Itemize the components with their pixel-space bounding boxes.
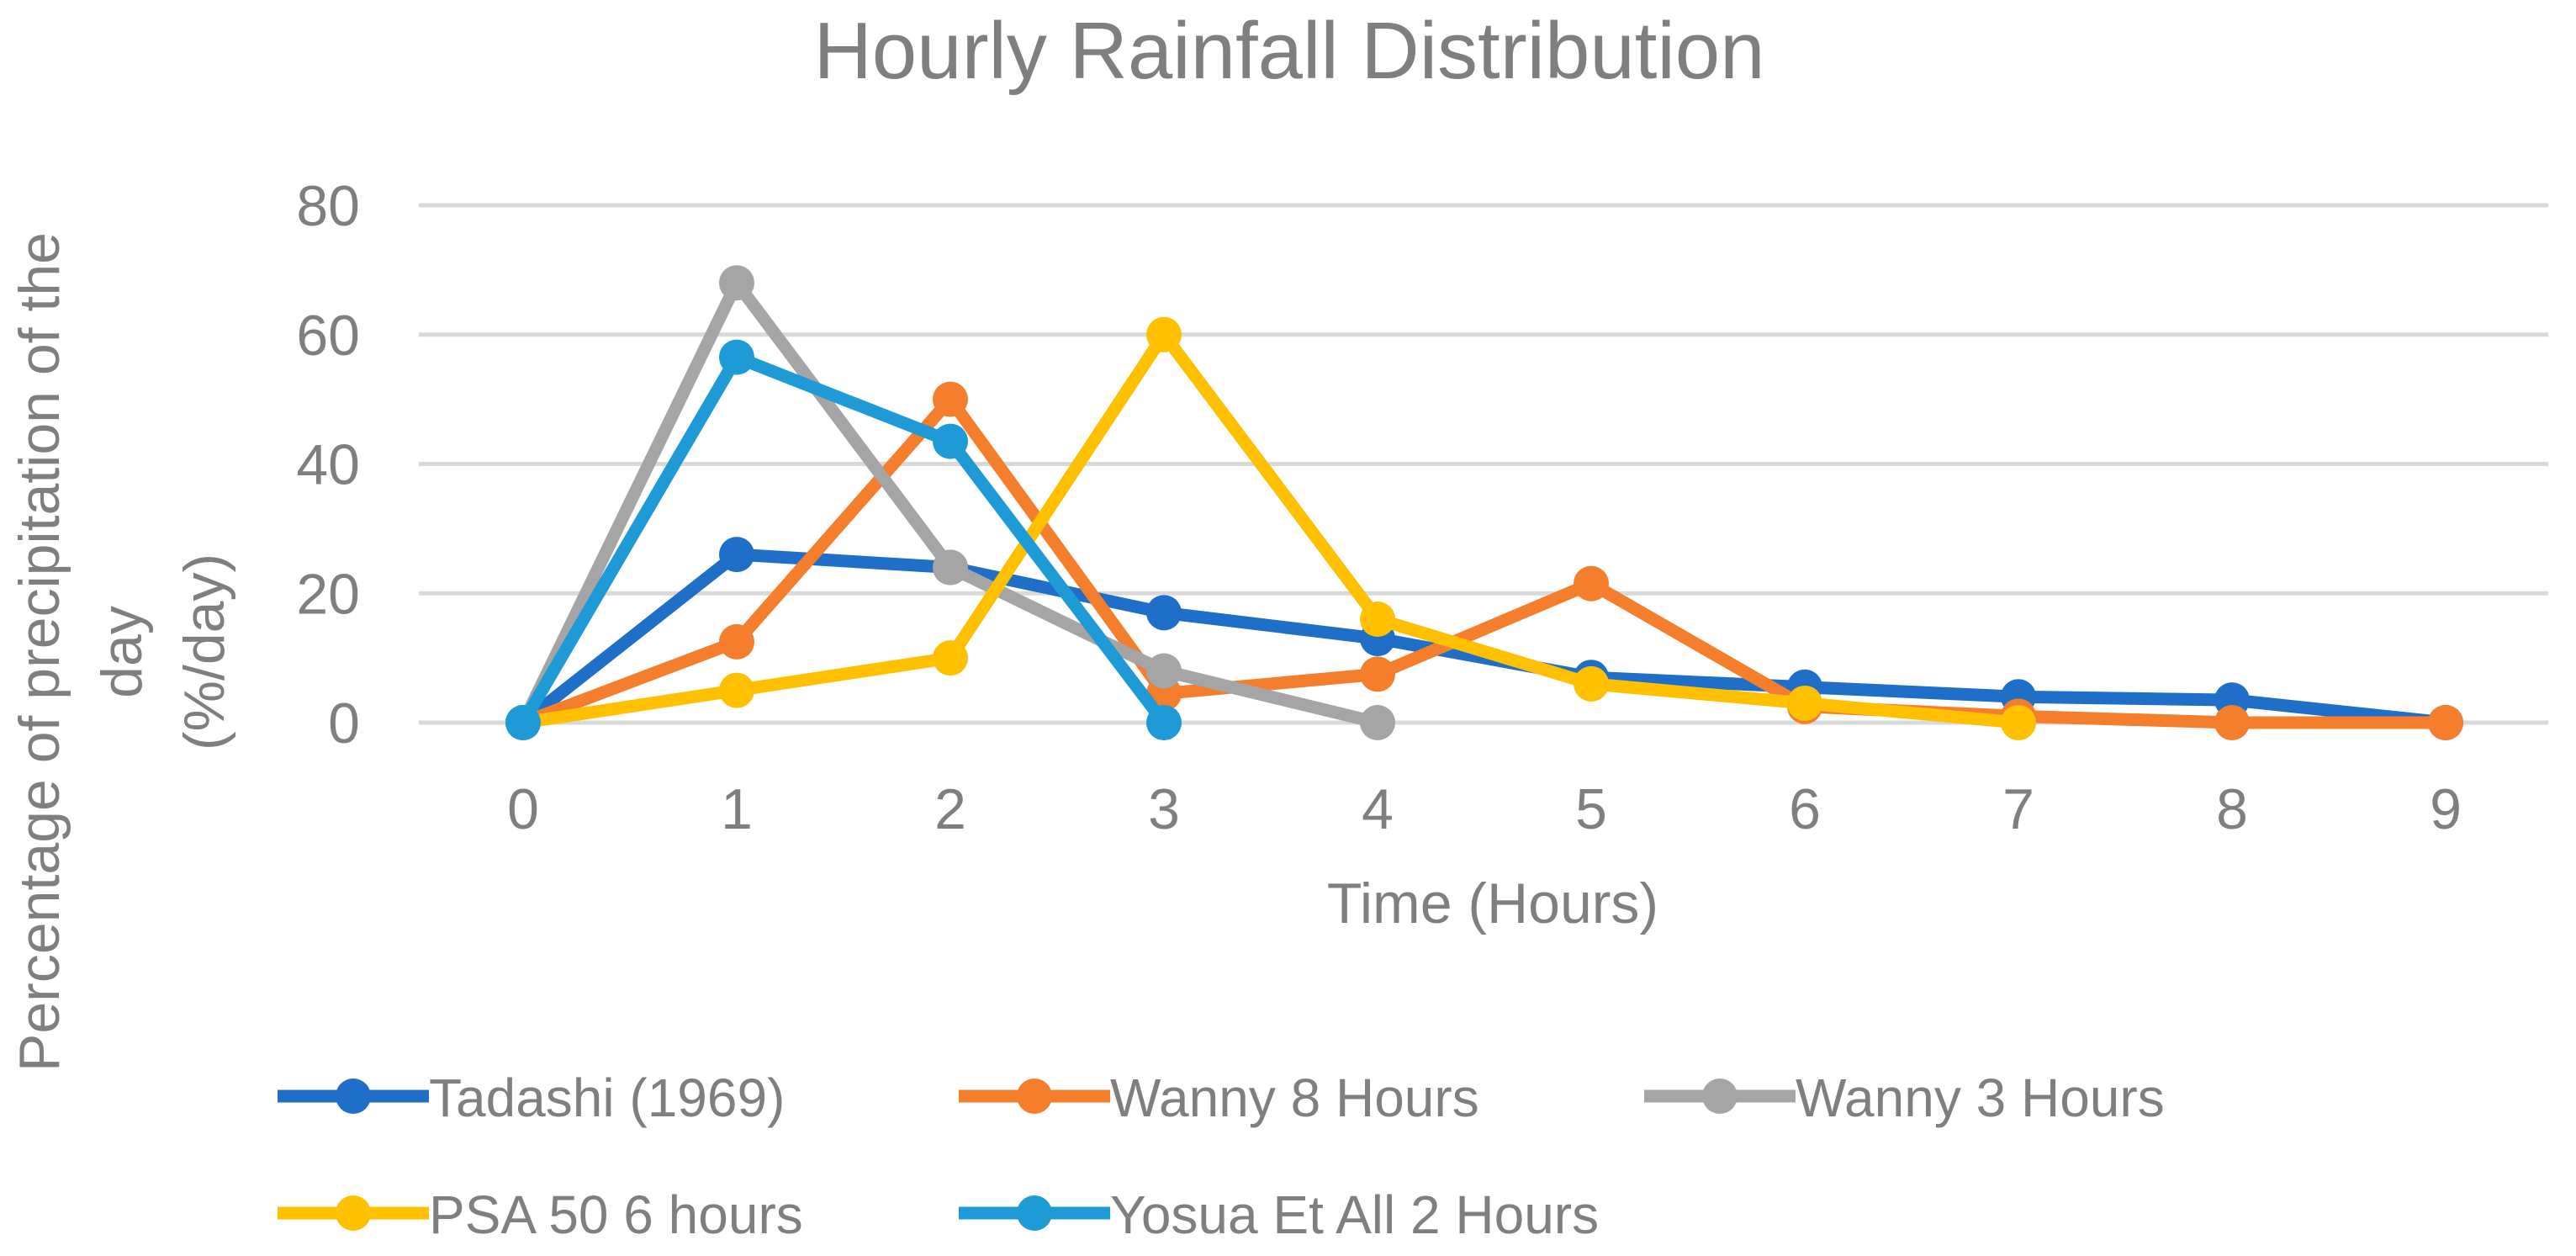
y-axis-title: Percentage of precipitation of the day (%/… [8, 232, 236, 1072]
legend-marker [1017, 1195, 1052, 1231]
data-point [1146, 316, 1182, 352]
y-axis-ticks: 0 20 40 60 80 [296, 174, 360, 755]
series-line [516, 548, 2452, 729]
legend-label: Tadashi (1969) [429, 1068, 785, 1128]
legend-item: Wanny 3 Hours [1644, 1068, 2165, 1128]
x-tick-label: 1 [721, 777, 753, 841]
data-point [719, 265, 754, 301]
data-point [1146, 595, 1182, 631]
data-point [1146, 705, 1182, 740]
legend-label: PSA 50 6 hours [429, 1184, 803, 1245]
data-point [933, 549, 968, 586]
data-point [1787, 685, 1822, 721]
legend-marker [336, 1195, 371, 1231]
data-point [719, 672, 754, 708]
data-point [1146, 653, 1182, 689]
series-3 [505, 265, 1395, 740]
legend: Tadashi (1969) Wanny 8 Hours Wanny 3 Hours… [278, 1068, 2165, 1245]
x-tick-label: 7 [2002, 777, 2034, 841]
y-axis-label: Percentage of precipitation of the day (%/… [8, 232, 236, 1072]
data-point [719, 623, 754, 660]
legend-marker [1702, 1078, 1738, 1114]
x-tick-label: 2 [934, 777, 966, 841]
y-axis-title-line: Percentage of precipitation of the [8, 232, 71, 1072]
x-tick-label: 5 [1575, 777, 1607, 841]
data-point [2001, 705, 2036, 740]
data-point [719, 339, 754, 375]
legend-item: Yosua Et All 2 Hours [959, 1184, 1599, 1245]
data-point [505, 705, 541, 740]
data-point [1574, 665, 1609, 702]
x-tick-label: 0 [507, 777, 539, 841]
data-point [1574, 565, 1609, 602]
data-point [2214, 705, 2250, 740]
data-point [933, 381, 968, 417]
series-4 [505, 316, 2036, 740]
series-line [516, 351, 1171, 729]
legend-marker [336, 1078, 371, 1114]
data-point [1360, 656, 1395, 692]
x-tick-label: 6 [1789, 777, 1821, 841]
y-axis-title-line: day [90, 606, 154, 698]
x-tick-label: 8 [2216, 777, 2248, 841]
y-tick-label: 40 [296, 433, 360, 497]
data-point [933, 423, 968, 459]
x-tick-label: 4 [1362, 777, 1394, 841]
legend-item: PSA 50 6 hours [278, 1184, 803, 1245]
y-tick-label: 0 [328, 692, 360, 755]
legend-item: Wanny 8 Hours [959, 1068, 1479, 1128]
y-tick-label: 80 [296, 174, 360, 238]
y-axis-title-line: (%/day) [172, 554, 236, 750]
series-5 [505, 339, 1182, 740]
data-point [1360, 705, 1395, 740]
series-line [516, 328, 2025, 729]
y-tick-label: 20 [296, 562, 360, 626]
legend-item: Tadashi (1969) [278, 1068, 785, 1128]
data-point [933, 640, 968, 676]
y-tick-label: 60 [296, 304, 360, 368]
legend-label: Wanny 3 Hours [1796, 1068, 2165, 1128]
x-axis-label: Time (Hours) [1327, 872, 1658, 935]
data-point [2428, 705, 2463, 740]
data-point [1360, 602, 1395, 637]
legend-label: Yosua Et All 2 Hours [1110, 1184, 1599, 1245]
chart-title: Hourly Rainfall Distribution [813, 6, 1764, 96]
x-axis-ticks: 0 1 2 3 4 5 6 7 8 9 [507, 777, 2462, 841]
legend-label: Wanny 8 Hours [1110, 1068, 1479, 1128]
series-layer [505, 265, 2463, 740]
x-tick-label: 3 [1148, 777, 1180, 841]
data-point [719, 537, 754, 573]
x-tick-label: 9 [2430, 777, 2462, 841]
legend-marker [1017, 1078, 1052, 1114]
series-line [516, 393, 2452, 729]
